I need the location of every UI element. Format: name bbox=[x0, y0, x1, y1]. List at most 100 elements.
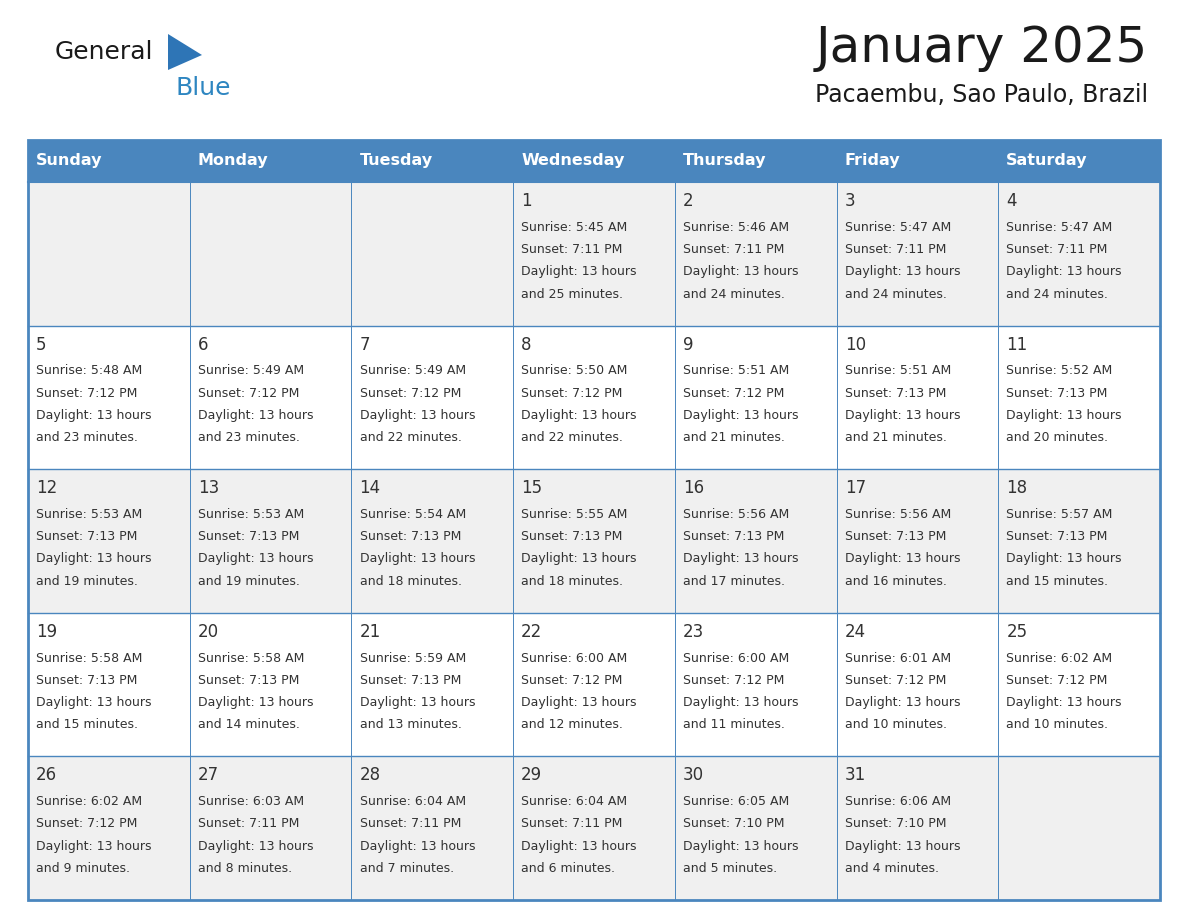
Text: Sunset: 7:12 PM: Sunset: 7:12 PM bbox=[683, 386, 784, 399]
Text: Sunrise: 5:54 AM: Sunrise: 5:54 AM bbox=[360, 508, 466, 521]
Bar bbox=[513, 756, 675, 900]
Text: 4: 4 bbox=[1006, 192, 1017, 210]
Text: 3: 3 bbox=[845, 192, 855, 210]
Text: 31: 31 bbox=[845, 767, 866, 785]
Text: 1: 1 bbox=[522, 192, 532, 210]
Text: Sunset: 7:13 PM: Sunset: 7:13 PM bbox=[683, 531, 784, 543]
Bar bbox=[675, 613, 836, 756]
Bar bbox=[513, 613, 675, 756]
Bar bbox=[29, 182, 190, 326]
Text: and 21 minutes.: and 21 minutes. bbox=[683, 431, 785, 444]
Text: Sunset: 7:12 PM: Sunset: 7:12 PM bbox=[522, 386, 623, 399]
Text: and 10 minutes.: and 10 minutes. bbox=[1006, 719, 1108, 732]
Bar bbox=[190, 613, 352, 756]
Bar bbox=[675, 182, 836, 326]
Text: Sunrise: 5:51 AM: Sunrise: 5:51 AM bbox=[683, 364, 789, 377]
Text: 16: 16 bbox=[683, 479, 704, 498]
Text: and 19 minutes.: and 19 minutes. bbox=[36, 575, 138, 588]
Text: 12: 12 bbox=[36, 479, 57, 498]
Text: 2: 2 bbox=[683, 192, 694, 210]
Bar bbox=[29, 140, 1159, 900]
Text: Sunrise: 6:04 AM: Sunrise: 6:04 AM bbox=[360, 795, 466, 808]
Bar bbox=[998, 756, 1159, 900]
Text: Sunset: 7:12 PM: Sunset: 7:12 PM bbox=[683, 674, 784, 687]
Bar bbox=[513, 469, 675, 613]
Text: Daylight: 13 hours: Daylight: 13 hours bbox=[522, 696, 637, 709]
Text: Sunrise: 5:55 AM: Sunrise: 5:55 AM bbox=[522, 508, 627, 521]
Text: Sunset: 7:13 PM: Sunset: 7:13 PM bbox=[522, 531, 623, 543]
Text: Daylight: 13 hours: Daylight: 13 hours bbox=[197, 409, 314, 422]
Text: Sunset: 7:13 PM: Sunset: 7:13 PM bbox=[1006, 386, 1107, 399]
Text: 22: 22 bbox=[522, 622, 543, 641]
Text: Sunset: 7:12 PM: Sunset: 7:12 PM bbox=[36, 386, 138, 399]
Text: and 23 minutes.: and 23 minutes. bbox=[197, 431, 299, 444]
Text: Sunset: 7:12 PM: Sunset: 7:12 PM bbox=[360, 386, 461, 399]
Text: 19: 19 bbox=[36, 622, 57, 641]
Text: and 10 minutes.: and 10 minutes. bbox=[845, 719, 947, 732]
Text: Monday: Monday bbox=[197, 153, 268, 169]
Text: Daylight: 13 hours: Daylight: 13 hours bbox=[197, 696, 314, 709]
Text: Sunset: 7:10 PM: Sunset: 7:10 PM bbox=[845, 817, 946, 831]
Text: Sunset: 7:11 PM: Sunset: 7:11 PM bbox=[522, 243, 623, 256]
Text: 30: 30 bbox=[683, 767, 704, 785]
Text: Sunset: 7:12 PM: Sunset: 7:12 PM bbox=[36, 817, 138, 831]
Text: and 24 minutes.: and 24 minutes. bbox=[683, 287, 785, 300]
Text: and 14 minutes.: and 14 minutes. bbox=[197, 719, 299, 732]
Bar bbox=[836, 756, 998, 900]
Text: Daylight: 13 hours: Daylight: 13 hours bbox=[197, 840, 314, 853]
Bar bbox=[675, 756, 836, 900]
Text: Sunrise: 5:56 AM: Sunrise: 5:56 AM bbox=[683, 508, 789, 521]
Bar bbox=[836, 182, 998, 326]
Text: Daylight: 13 hours: Daylight: 13 hours bbox=[360, 696, 475, 709]
Text: Sunset: 7:12 PM: Sunset: 7:12 PM bbox=[1006, 674, 1107, 687]
Text: and 25 minutes.: and 25 minutes. bbox=[522, 287, 624, 300]
Text: and 12 minutes.: and 12 minutes. bbox=[522, 719, 623, 732]
Text: Tuesday: Tuesday bbox=[360, 153, 432, 169]
Text: Sunset: 7:11 PM: Sunset: 7:11 PM bbox=[1006, 243, 1107, 256]
Text: and 4 minutes.: and 4 minutes. bbox=[845, 862, 939, 875]
Text: Sunrise: 5:53 AM: Sunrise: 5:53 AM bbox=[197, 508, 304, 521]
Text: Sunrise: 5:51 AM: Sunrise: 5:51 AM bbox=[845, 364, 950, 377]
Text: Sunset: 7:13 PM: Sunset: 7:13 PM bbox=[197, 674, 299, 687]
Text: 21: 21 bbox=[360, 622, 381, 641]
Bar bbox=[29, 756, 190, 900]
Text: Daylight: 13 hours: Daylight: 13 hours bbox=[522, 840, 637, 853]
Text: Sunrise: 6:00 AM: Sunrise: 6:00 AM bbox=[683, 652, 789, 665]
Bar bbox=[190, 756, 352, 900]
Bar bbox=[29, 469, 190, 613]
Text: Saturday: Saturday bbox=[1006, 153, 1088, 169]
Text: 10: 10 bbox=[845, 336, 866, 353]
Bar bbox=[836, 326, 998, 469]
Bar bbox=[675, 140, 836, 182]
Text: 13: 13 bbox=[197, 479, 219, 498]
Text: Sunset: 7:11 PM: Sunset: 7:11 PM bbox=[360, 817, 461, 831]
Bar bbox=[836, 469, 998, 613]
Text: 14: 14 bbox=[360, 479, 380, 498]
Text: General: General bbox=[55, 40, 153, 64]
Text: 28: 28 bbox=[360, 767, 380, 785]
Text: and 21 minutes.: and 21 minutes. bbox=[845, 431, 947, 444]
Bar bbox=[352, 613, 513, 756]
Text: and 20 minutes.: and 20 minutes. bbox=[1006, 431, 1108, 444]
Text: Daylight: 13 hours: Daylight: 13 hours bbox=[1006, 409, 1121, 422]
Text: 5: 5 bbox=[36, 336, 46, 353]
Text: 26: 26 bbox=[36, 767, 57, 785]
Bar bbox=[513, 140, 675, 182]
Text: Sunday: Sunday bbox=[36, 153, 102, 169]
Text: and 22 minutes.: and 22 minutes. bbox=[522, 431, 623, 444]
Text: Wednesday: Wednesday bbox=[522, 153, 625, 169]
Text: Sunset: 7:13 PM: Sunset: 7:13 PM bbox=[360, 531, 461, 543]
Text: and 15 minutes.: and 15 minutes. bbox=[36, 719, 138, 732]
Bar bbox=[998, 613, 1159, 756]
Text: Daylight: 13 hours: Daylight: 13 hours bbox=[845, 409, 960, 422]
Bar bbox=[352, 756, 513, 900]
Bar bbox=[836, 140, 998, 182]
Text: Sunrise: 6:04 AM: Sunrise: 6:04 AM bbox=[522, 795, 627, 808]
Polygon shape bbox=[168, 34, 202, 70]
Text: 15: 15 bbox=[522, 479, 543, 498]
Text: Daylight: 13 hours: Daylight: 13 hours bbox=[683, 840, 798, 853]
Text: and 15 minutes.: and 15 minutes. bbox=[1006, 575, 1108, 588]
Text: Sunrise: 5:50 AM: Sunrise: 5:50 AM bbox=[522, 364, 627, 377]
Bar bbox=[513, 182, 675, 326]
Bar bbox=[352, 140, 513, 182]
